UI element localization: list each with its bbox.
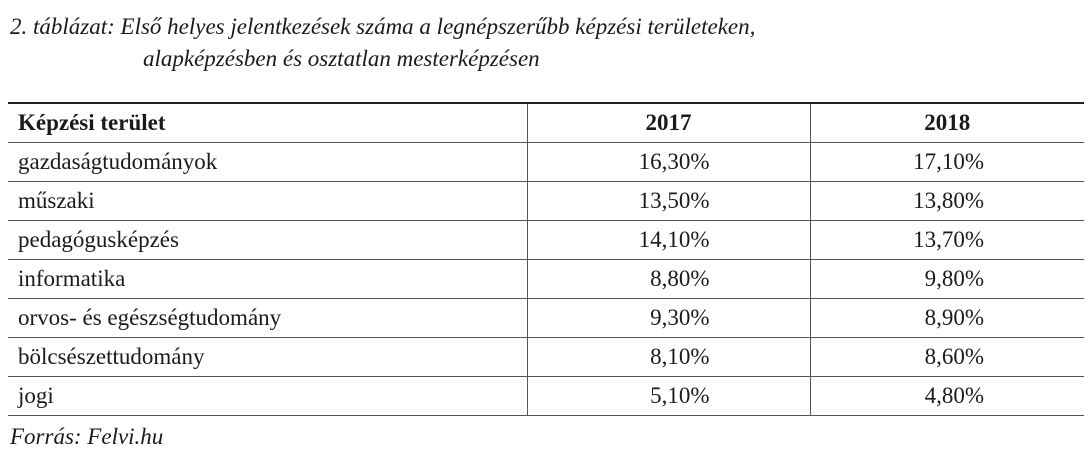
source-note: Forrás: Felvi.hu — [10, 424, 164, 449]
value-cell: 13,50% — [526, 181, 810, 221]
value-cell: 9,30% — [526, 298, 810, 338]
row-label: gazdaságtudományok — [8, 142, 527, 182]
value-cell: 4,80% — [809, 376, 1084, 416]
header-row: Képzési terület 2017 2018 — [8, 103, 1084, 143]
table-title: 2. táblázat: Első helyes jelentkezések s… — [10, 14, 756, 39]
value-cell: 9,80% — [809, 259, 1084, 299]
value-cell: 13,70% — [809, 220, 1084, 260]
table-row: bölcsészettudomány 8,10% 8,60% — [8, 337, 1084, 377]
table-row: műszaki 13,50% 13,80% — [8, 181, 1084, 221]
header-cell: 2017 — [526, 103, 810, 143]
header-cell: 2018 — [809, 103, 1084, 143]
value-cell: 8,60% — [809, 337, 1084, 377]
row-label: műszaki — [8, 181, 527, 221]
data-table: Képzési terület 2017 2018 gazdaságtudomány… — [8, 102, 1084, 416]
table-row: jogi 5,10% 4,80% — [8, 376, 1084, 416]
row-label: bölcsészettudomány — [8, 337, 527, 377]
table-row: informatika 8,80% 9,80% — [8, 259, 1084, 299]
table-row: pedagógusképzés 14,10% 13,70% — [8, 220, 1084, 260]
row-label: jogi — [8, 376, 527, 416]
value-cell: 8,10% — [526, 337, 810, 377]
value-cell: 17,10% — [809, 142, 1084, 182]
table-row: gazdaságtudományok 16,30% 17,10% — [8, 142, 1084, 182]
row-label: orvos- és egészségtudomány — [8, 298, 527, 338]
value-cell: 13,80% — [809, 181, 1084, 221]
row-label: informatika — [8, 259, 527, 299]
header-cell: Képzési terület — [8, 103, 527, 143]
table-row: orvos- és egészségtudomány 9,30% 8,90% — [8, 298, 1084, 338]
value-cell: 8,90% — [809, 298, 1084, 338]
value-cell: 8,80% — [526, 259, 810, 299]
table-body: gazdaságtudományok 16,30% 17,10% műszaki 13,… — [8, 142, 1084, 416]
value-cell: 14,10% — [526, 220, 810, 260]
value-cell: 16,30% — [526, 142, 810, 182]
value-cell: 5,10% — [526, 376, 810, 416]
row-label: pedagógusképzés — [8, 220, 527, 260]
table-title: alapképzésben és osztatlan mesterképzése… — [143, 46, 540, 71]
